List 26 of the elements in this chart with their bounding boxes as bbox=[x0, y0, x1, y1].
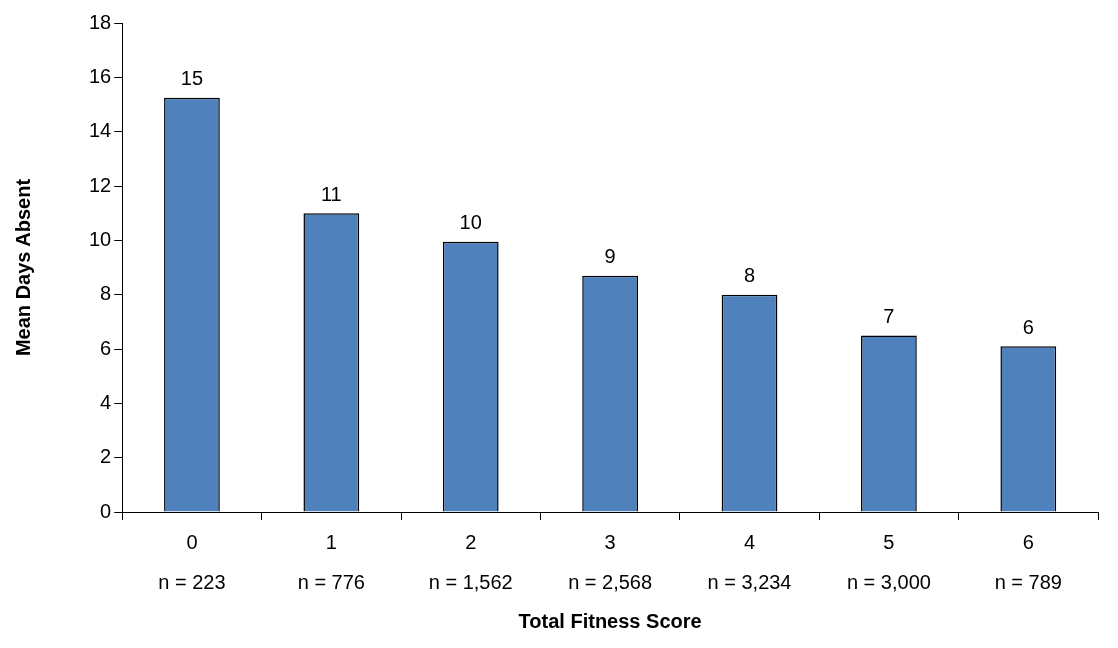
data-label: 15 bbox=[180, 67, 204, 90]
x-tick-label: 2 n = 1,562 bbox=[428, 530, 513, 593]
data-label: 6 bbox=[1022, 315, 1034, 338]
x-tick-label: 5 n = 3,000 bbox=[846, 530, 931, 593]
y-axis-title: Mean Days Absent bbox=[11, 178, 34, 357]
y-tick-label: 4 bbox=[100, 390, 112, 413]
y-tick-label: 16 bbox=[89, 64, 112, 87]
data-label: 9 bbox=[604, 245, 616, 268]
x-tick-label: 6 n = 789 bbox=[994, 530, 1062, 593]
data-label: 8 bbox=[743, 264, 756, 287]
y-tick-label: 14 bbox=[89, 119, 112, 142]
x-axis-title: Total Fitness Score bbox=[518, 609, 702, 632]
y-tick-label: 8 bbox=[100, 282, 112, 305]
x-tick-label: 3 n = 2,568 bbox=[568, 530, 653, 593]
x-tick-label: 4 n = 3,234 bbox=[707, 530, 792, 593]
data-label: 11 bbox=[320, 182, 342, 205]
data-label: 7 bbox=[883, 304, 895, 327]
x-tick-label: 0 n = 223 bbox=[158, 530, 226, 593]
y-tick-label: 6 bbox=[100, 336, 112, 359]
y-tick-label: 2 bbox=[100, 445, 112, 468]
y-tick-label: 18 bbox=[89, 10, 112, 33]
y-tick-label: 10 bbox=[89, 227, 112, 250]
x-tick-label: 1 n = 776 bbox=[297, 530, 365, 593]
y-tick-label: 0 bbox=[100, 499, 112, 522]
y-tick-label: 12 bbox=[89, 173, 112, 196]
data-label: 10 bbox=[459, 211, 482, 234]
